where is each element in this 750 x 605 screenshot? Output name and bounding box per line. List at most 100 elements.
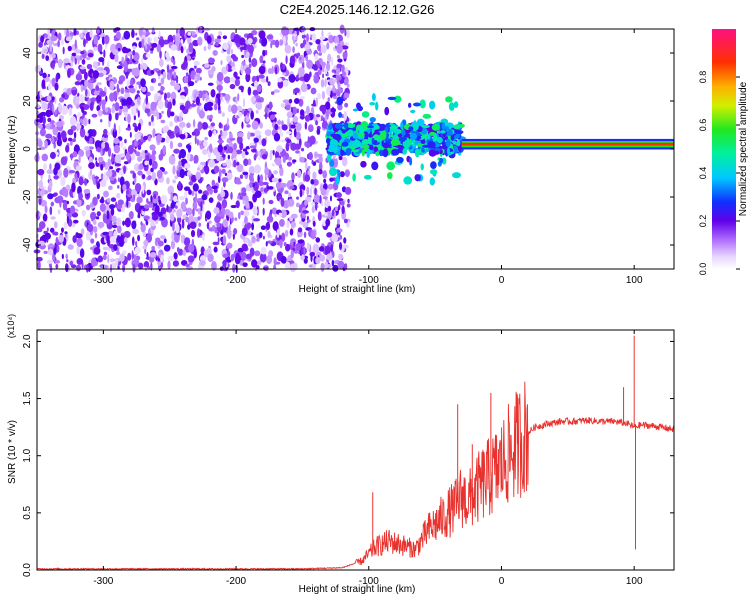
spectrogram-cell [340,200,345,206]
spectrogram-cell [85,132,89,137]
spectrogram-cell [355,102,361,110]
spectrogram-cell [119,253,125,262]
spectrogram-cell [431,124,440,131]
spectrogram-cell [240,86,244,93]
spectrogram-cell [173,252,178,260]
spectrogram-cell [264,129,272,137]
spectrogram-cell [314,152,317,157]
spectrogram-cell [154,204,160,214]
spectrogram-cell [229,83,236,90]
spectrogram-cell [172,34,176,41]
spectrogram-cell [220,60,223,66]
spectrogram-cell [279,239,283,249]
spectrogram-cell [233,142,237,151]
spectrogram-cell [290,221,297,228]
spectrogram-cell [207,82,214,86]
spectrogram-cell [331,233,339,243]
spectrogram-cell [143,204,150,209]
spectrogram-cell [272,221,279,231]
spectrogram-cell [324,199,330,209]
spectrogram-cell [92,70,100,79]
spectrogram-cell [445,125,450,132]
spectrogram-cell [330,244,334,253]
spectrogram-cell [327,97,331,102]
spectrogram-cell [59,97,65,103]
spectrogram-cell [97,221,105,228]
spectrogram-cell [253,137,259,143]
spectrogram-cell [113,244,118,251]
spectrogram-cell [151,214,159,221]
spectrogram-cell [358,125,365,134]
spectrogram-cell [160,119,166,124]
spectrogram-cell [390,139,400,146]
spectrogram-cell [341,71,347,77]
spectrogram-cell [200,145,203,149]
spectrogram-cell [323,178,327,184]
spectrogram-cell [223,76,231,84]
spectrogram-cell [250,110,254,120]
spectrogram-cell [158,199,162,205]
spectrogram-cell [401,129,406,136]
spectrogram-cell [79,248,85,259]
spectrogram-cell [76,246,80,255]
spectrogram-cell [352,173,356,182]
spectrogram-cell [180,63,188,71]
spectrogram-cell [78,192,83,201]
spectrogram-cell [279,131,284,137]
spectrogram-cell [234,217,238,221]
spectrogram-cell [193,60,200,66]
spectrogram-cell [45,109,52,118]
spectrogram-cell [305,105,310,115]
spectrogram-cell [228,211,234,219]
spectrogram-cell [336,90,341,97]
spectrogram-cell [162,126,169,133]
spectrogram-cell [75,73,83,81]
spectrogram-cell [346,83,350,88]
spectrogram-cell [245,72,251,83]
spectrogram-cell [176,216,182,224]
spectrogram-cell [273,132,281,142]
spectrogram-cell [243,158,249,167]
spectrogram-cell [322,219,327,227]
spectrogram-cell [38,179,44,190]
spectrogram-cell [129,87,136,94]
snr-multiplier: (x10⁴) [6,314,16,338]
spectrogram-cell [58,103,63,113]
spectrogram-cell [251,120,259,130]
spectrogram-cell [245,238,248,244]
spectrogram-cell [75,96,80,105]
spectrogram-cell [295,150,300,154]
spectrogram-cell [320,61,326,67]
spectrogram-cell [280,197,285,207]
spectrogram-cell [118,79,123,85]
spectrogram-cell [76,258,84,265]
spectrogram-cell [83,71,88,81]
spectrogram-cell [79,66,86,70]
spectrogram-cell [299,189,303,198]
spectrogram-cell [312,243,320,254]
spectrogram-cell [149,252,157,258]
spectrogram-cell [134,138,137,147]
spectrogram-cell [180,201,187,212]
spectrogram-cell [125,127,132,131]
spectrogram-cell [66,29,70,38]
spectrogram-cell [360,160,367,168]
spectrogram-cell [436,136,443,144]
spectrogram-cell [260,225,267,231]
spectrogram-cell [147,135,151,142]
spectrogram-cell [311,206,315,214]
spectrogram-cell [332,84,336,92]
spectrogram-cell [46,95,52,102]
spectrogram-cell [133,194,136,200]
spectrogram-cell [66,259,69,263]
spectrogram-cell [132,49,136,56]
spectrogram-cell [253,153,257,161]
spectrogram-cell [337,260,345,269]
spectrogram-cell [150,167,154,173]
spectrogram-cell [236,105,243,112]
spectrogram-cell [267,186,274,190]
spectrogram-cell [65,253,68,260]
spectrogram-cell [441,122,446,131]
y-tick-label: 0 [22,146,33,152]
spectrogram-cell [249,247,255,257]
